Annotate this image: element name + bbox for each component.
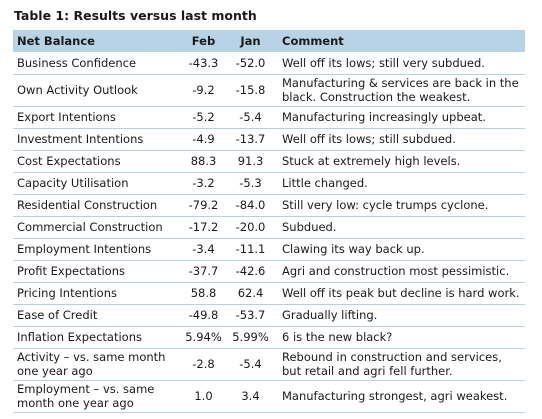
header-net-balance: Net Balance <box>13 30 180 52</box>
row-feb-value: -9.2 <box>180 74 227 107</box>
header-jan: Jan <box>227 30 274 52</box>
header-feb: Feb <box>180 30 227 52</box>
table-row: Capacity Utilisation -3.2 -5.3 Little ch… <box>13 172 525 195</box>
row-comment: Manufacturing strongest, agri weakest. <box>274 380 525 413</box>
row-jan-value: 5.99% <box>227 326 274 349</box>
table-row: Employment Intentions -3.4 -11.1 Clawing… <box>13 238 525 261</box>
table-row: Ease of Credit -49.8 -53.7 Gradually lif… <box>13 304 525 327</box>
row-feb-value: -49.8 <box>180 304 227 327</box>
row-jan-value: -5.3 <box>227 172 274 195</box>
row-comment: Well off its lows; still subdued. <box>274 128 525 151</box>
row-label: Ease of Credit <box>13 304 180 327</box>
row-label: Profit Expectations <box>13 260 180 283</box>
table-row: Employment – vs. same month one year ago… <box>13 380 525 413</box>
row-comment: Manufacturing increasingly upbeat. <box>274 106 525 129</box>
row-jan-value: -42.6 <box>227 260 274 283</box>
row-feb-value: 88.3 <box>180 150 227 173</box>
row-comment: Stuck at extremely high levels. <box>274 150 525 173</box>
row-label: Capacity Utilisation <box>13 172 180 195</box>
header-comment: Comment <box>274 30 525 52</box>
row-feb-value: -2.8 <box>180 348 227 381</box>
table-row: Residential Construction -79.2 -84.0 Sti… <box>13 194 525 217</box>
row-jan-value: -5.4 <box>227 348 274 381</box>
row-label: Employment – vs. same month one year ago <box>13 380 180 413</box>
row-comment: Agri and construction most pessimistic. <box>274 260 525 283</box>
row-jan-value: -5.4 <box>227 106 274 129</box>
table-row: Commercial Construction -17.2 -20.0 Subd… <box>13 216 525 239</box>
row-jan-value: -11.1 <box>227 238 274 261</box>
table-row: Activity – vs. same month one year ago -… <box>13 348 525 381</box>
table-body: Business Confidence -43.3 -52.0 Well off… <box>13 52 525 413</box>
table-row: Business Confidence -43.3 -52.0 Well off… <box>13 52 525 75</box>
table-header: Net Balance Feb Jan Comment <box>13 30 525 52</box>
row-feb-value: -3.4 <box>180 238 227 261</box>
row-label: Investment Intentions <box>13 128 180 151</box>
row-label: Residential Construction <box>13 194 180 217</box>
row-label: Activity – vs. same month one year ago <box>13 348 180 381</box>
table-row: Investment Intentions -4.9 -13.7 Well of… <box>13 128 525 151</box>
results-table: Net Balance Feb Jan Comment Business Con… <box>13 30 525 413</box>
row-jan-value: -20.0 <box>227 216 274 239</box>
table-row: Export Intentions -5.2 -5.4 Manufacturin… <box>13 106 525 129</box>
row-feb-value: -43.3 <box>180 52 227 75</box>
row-feb-value: -3.2 <box>180 172 227 195</box>
row-feb-value: -17.2 <box>180 216 227 239</box>
row-jan-value: -84.0 <box>227 194 274 217</box>
table-row: Cost Expectations 88.3 91.3 Stuck at ext… <box>13 150 525 173</box>
row-jan-value: 3.4 <box>227 380 274 413</box>
header-row: Net Balance Feb Jan Comment <box>13 30 525 52</box>
row-comment: Rebound in construction and services, bu… <box>274 348 525 381</box>
row-label: Export Intentions <box>13 106 180 129</box>
row-label: Cost Expectations <box>13 150 180 173</box>
table-row: Inflation Expectations 5.94% 5.99% 6 is … <box>13 326 525 349</box>
row-label: Pricing Intentions <box>13 282 180 305</box>
row-feb-value: -4.9 <box>180 128 227 151</box>
row-comment: Clawing its way back up. <box>274 238 525 261</box>
row-comment: Well off its peak but decline is hard wo… <box>274 282 525 305</box>
row-comment: Manufacturing & services are back in the… <box>274 74 525 107</box>
row-feb-value: -79.2 <box>180 194 227 217</box>
row-jan-value: -52.0 <box>227 52 274 75</box>
row-feb-value: -37.7 <box>180 260 227 283</box>
row-label: Commercial Construction <box>13 216 180 239</box>
row-jan-value: 91.3 <box>227 150 274 173</box>
table-row: Own Activity Outlook -9.2 -15.8 Manufact… <box>13 74 525 107</box>
row-feb-value: -5.2 <box>180 106 227 129</box>
row-jan-value: -13.7 <box>227 128 274 151</box>
row-feb-value: 58.8 <box>180 282 227 305</box>
row-comment: Subdued. <box>274 216 525 239</box>
row-comment: Still very low: cycle trumps cyclone. <box>274 194 525 217</box>
row-feb-value: 5.94% <box>180 326 227 349</box>
row-label: Own Activity Outlook <box>13 74 180 107</box>
row-feb-value: 1.0 <box>180 380 227 413</box>
row-label: Inflation Expectations <box>13 326 180 349</box>
table-row: Profit Expectations -37.7 -42.6 Agri and… <box>13 260 525 283</box>
row-label: Employment Intentions <box>13 238 180 261</box>
row-comment: Gradually lifting. <box>274 304 525 327</box>
row-comment: Little changed. <box>274 172 525 195</box>
row-jan-value: -53.7 <box>227 304 274 327</box>
row-jan-value: -15.8 <box>227 74 274 107</box>
row-comment: 6 is the new black? <box>274 326 525 349</box>
table-row: Pricing Intentions 58.8 62.4 Well off it… <box>13 282 525 305</box>
row-label: Business Confidence <box>13 52 180 75</box>
row-comment: Well off its lows; still very subdued. <box>274 52 525 75</box>
table-title: Table 1: Results versus last month <box>14 8 257 23</box>
row-jan-value: 62.4 <box>227 282 274 305</box>
